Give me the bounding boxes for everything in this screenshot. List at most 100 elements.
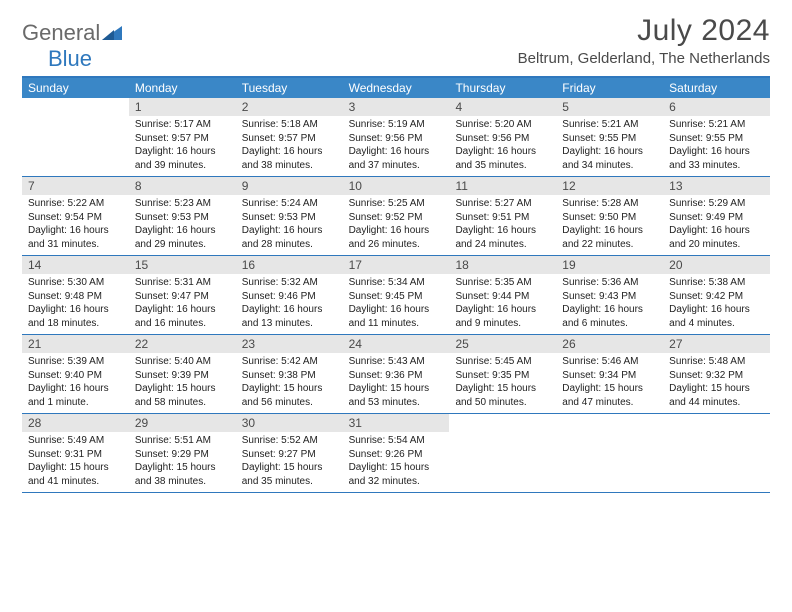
day-details: Sunrise: 5:24 AMSunset: 9:53 PMDaylight:…: [236, 195, 343, 255]
sunset-text: Sunset: 9:51 PM: [455, 211, 550, 225]
calendar-grid: SundayMondayTuesdayWednesdayThursdayFrid…: [22, 76, 770, 493]
week-row: .1Sunrise: 5:17 AMSunset: 9:57 PMDayligh…: [22, 98, 770, 177]
day-cell: 20Sunrise: 5:38 AMSunset: 9:42 PMDayligh…: [663, 256, 770, 334]
day-number: 1: [129, 98, 236, 116]
day-cell: 25Sunrise: 5:45 AMSunset: 9:35 PMDayligh…: [449, 335, 556, 413]
day-number: 16: [236, 256, 343, 274]
day-cell: 9Sunrise: 5:24 AMSunset: 9:53 PMDaylight…: [236, 177, 343, 255]
day-number: 11: [449, 177, 556, 195]
sunset-text: Sunset: 9:34 PM: [562, 369, 657, 383]
sunset-text: Sunset: 9:27 PM: [242, 448, 337, 462]
day-cell: .: [22, 98, 129, 176]
day-cell: 10Sunrise: 5:25 AMSunset: 9:52 PMDayligh…: [343, 177, 450, 255]
day-details: Sunrise: 5:40 AMSunset: 9:39 PMDaylight:…: [129, 353, 236, 413]
daylight-text: Daylight: 15 hours and 38 minutes.: [135, 461, 230, 488]
sunrise-text: Sunrise: 5:46 AM: [562, 355, 657, 369]
day-cell: 5Sunrise: 5:21 AMSunset: 9:55 PMDaylight…: [556, 98, 663, 176]
day-cell: 18Sunrise: 5:35 AMSunset: 9:44 PMDayligh…: [449, 256, 556, 334]
sunrise-text: Sunrise: 5:43 AM: [349, 355, 444, 369]
daylight-text: Daylight: 16 hours and 39 minutes.: [135, 145, 230, 172]
day-of-week-header: Tuesday: [236, 78, 343, 98]
day-number: 26: [556, 335, 663, 353]
daylight-text: Daylight: 16 hours and 11 minutes.: [349, 303, 444, 330]
sunset-text: Sunset: 9:32 PM: [669, 369, 764, 383]
day-number: 10: [343, 177, 450, 195]
brand-logo: General Blue: [22, 20, 122, 72]
day-of-week-header: Monday: [129, 78, 236, 98]
daylight-text: Daylight: 16 hours and 33 minutes.: [669, 145, 764, 172]
day-details: [449, 432, 556, 438]
sunrise-text: Sunrise: 5:21 AM: [669, 118, 764, 132]
daylight-text: Daylight: 16 hours and 31 minutes.: [28, 224, 123, 251]
day-cell: 14Sunrise: 5:30 AMSunset: 9:48 PMDayligh…: [22, 256, 129, 334]
daylight-text: Daylight: 16 hours and 29 minutes.: [135, 224, 230, 251]
sunset-text: Sunset: 9:38 PM: [242, 369, 337, 383]
day-cell: 8Sunrise: 5:23 AMSunset: 9:53 PMDaylight…: [129, 177, 236, 255]
daylight-text: Daylight: 16 hours and 24 minutes.: [455, 224, 550, 251]
day-details: Sunrise: 5:21 AMSunset: 9:55 PMDaylight:…: [663, 116, 770, 176]
day-details: Sunrise: 5:30 AMSunset: 9:48 PMDaylight:…: [22, 274, 129, 334]
day-cell: 17Sunrise: 5:34 AMSunset: 9:45 PMDayligh…: [343, 256, 450, 334]
daylight-text: Daylight: 16 hours and 18 minutes.: [28, 303, 123, 330]
calendar-page: General Blue July 2024 Beltrum, Gelderla…: [0, 0, 792, 503]
sunset-text: Sunset: 9:54 PM: [28, 211, 123, 225]
sunrise-text: Sunrise: 5:24 AM: [242, 197, 337, 211]
day-number: 6: [663, 98, 770, 116]
week-row: 21Sunrise: 5:39 AMSunset: 9:40 PMDayligh…: [22, 335, 770, 414]
daylight-text: Daylight: 15 hours and 50 minutes.: [455, 382, 550, 409]
month-year-title: July 2024: [518, 14, 770, 48]
day-details: Sunrise: 5:22 AMSunset: 9:54 PMDaylight:…: [22, 195, 129, 255]
sunrise-text: Sunrise: 5:54 AM: [349, 434, 444, 448]
sunset-text: Sunset: 9:44 PM: [455, 290, 550, 304]
sunset-text: Sunset: 9:49 PM: [669, 211, 764, 225]
day-number: 12: [556, 177, 663, 195]
sunrise-text: Sunrise: 5:39 AM: [28, 355, 123, 369]
day-number: 5: [556, 98, 663, 116]
day-of-week-header: Friday: [556, 78, 663, 98]
day-number: 9: [236, 177, 343, 195]
daylight-text: Daylight: 16 hours and 37 minutes.: [349, 145, 444, 172]
sunset-text: Sunset: 9:31 PM: [28, 448, 123, 462]
day-cell: 22Sunrise: 5:40 AMSunset: 9:39 PMDayligh…: [129, 335, 236, 413]
daylight-text: Daylight: 16 hours and 34 minutes.: [562, 145, 657, 172]
day-cell: 3Sunrise: 5:19 AMSunset: 9:56 PMDaylight…: [343, 98, 450, 176]
sunset-text: Sunset: 9:40 PM: [28, 369, 123, 383]
location-subtitle: Beltrum, Gelderland, The Netherlands: [518, 50, 770, 67]
day-details: Sunrise: 5:20 AMSunset: 9:56 PMDaylight:…: [449, 116, 556, 176]
sunset-text: Sunset: 9:52 PM: [349, 211, 444, 225]
day-number: 30: [236, 414, 343, 432]
day-cell: 29Sunrise: 5:51 AMSunset: 9:29 PMDayligh…: [129, 414, 236, 492]
sunrise-text: Sunrise: 5:31 AM: [135, 276, 230, 290]
brand-triangle-icon: [102, 20, 122, 45]
sunset-text: Sunset: 9:57 PM: [242, 132, 337, 146]
day-number: 15: [129, 256, 236, 274]
day-cell: .: [449, 414, 556, 492]
day-details: Sunrise: 5:27 AMSunset: 9:51 PMDaylight:…: [449, 195, 556, 255]
daylight-text: Daylight: 16 hours and 9 minutes.: [455, 303, 550, 330]
day-number: 24: [343, 335, 450, 353]
day-number: 2: [236, 98, 343, 116]
sunrise-text: Sunrise: 5:40 AM: [135, 355, 230, 369]
day-number: 7: [22, 177, 129, 195]
day-cell: 15Sunrise: 5:31 AMSunset: 9:47 PMDayligh…: [129, 256, 236, 334]
day-details: Sunrise: 5:49 AMSunset: 9:31 PMDaylight:…: [22, 432, 129, 492]
day-cell: 12Sunrise: 5:28 AMSunset: 9:50 PMDayligh…: [556, 177, 663, 255]
day-number: 25: [449, 335, 556, 353]
daylight-text: Daylight: 16 hours and 28 minutes.: [242, 224, 337, 251]
day-cell: 4Sunrise: 5:20 AMSunset: 9:56 PMDaylight…: [449, 98, 556, 176]
sunset-text: Sunset: 9:39 PM: [135, 369, 230, 383]
daylight-text: Daylight: 16 hours and 20 minutes.: [669, 224, 764, 251]
day-number: 27: [663, 335, 770, 353]
day-number: 19: [556, 256, 663, 274]
daylight-text: Daylight: 16 hours and 38 minutes.: [242, 145, 337, 172]
day-of-week-header: Wednesday: [343, 78, 450, 98]
day-details: Sunrise: 5:39 AMSunset: 9:40 PMDaylight:…: [22, 353, 129, 413]
sunrise-text: Sunrise: 5:52 AM: [242, 434, 337, 448]
day-details: Sunrise: 5:31 AMSunset: 9:47 PMDaylight:…: [129, 274, 236, 334]
day-details: Sunrise: 5:17 AMSunset: 9:57 PMDaylight:…: [129, 116, 236, 176]
sunrise-text: Sunrise: 5:45 AM: [455, 355, 550, 369]
day-details: Sunrise: 5:45 AMSunset: 9:35 PMDaylight:…: [449, 353, 556, 413]
day-cell: .: [663, 414, 770, 492]
day-number: 22: [129, 335, 236, 353]
sunrise-text: Sunrise: 5:25 AM: [349, 197, 444, 211]
